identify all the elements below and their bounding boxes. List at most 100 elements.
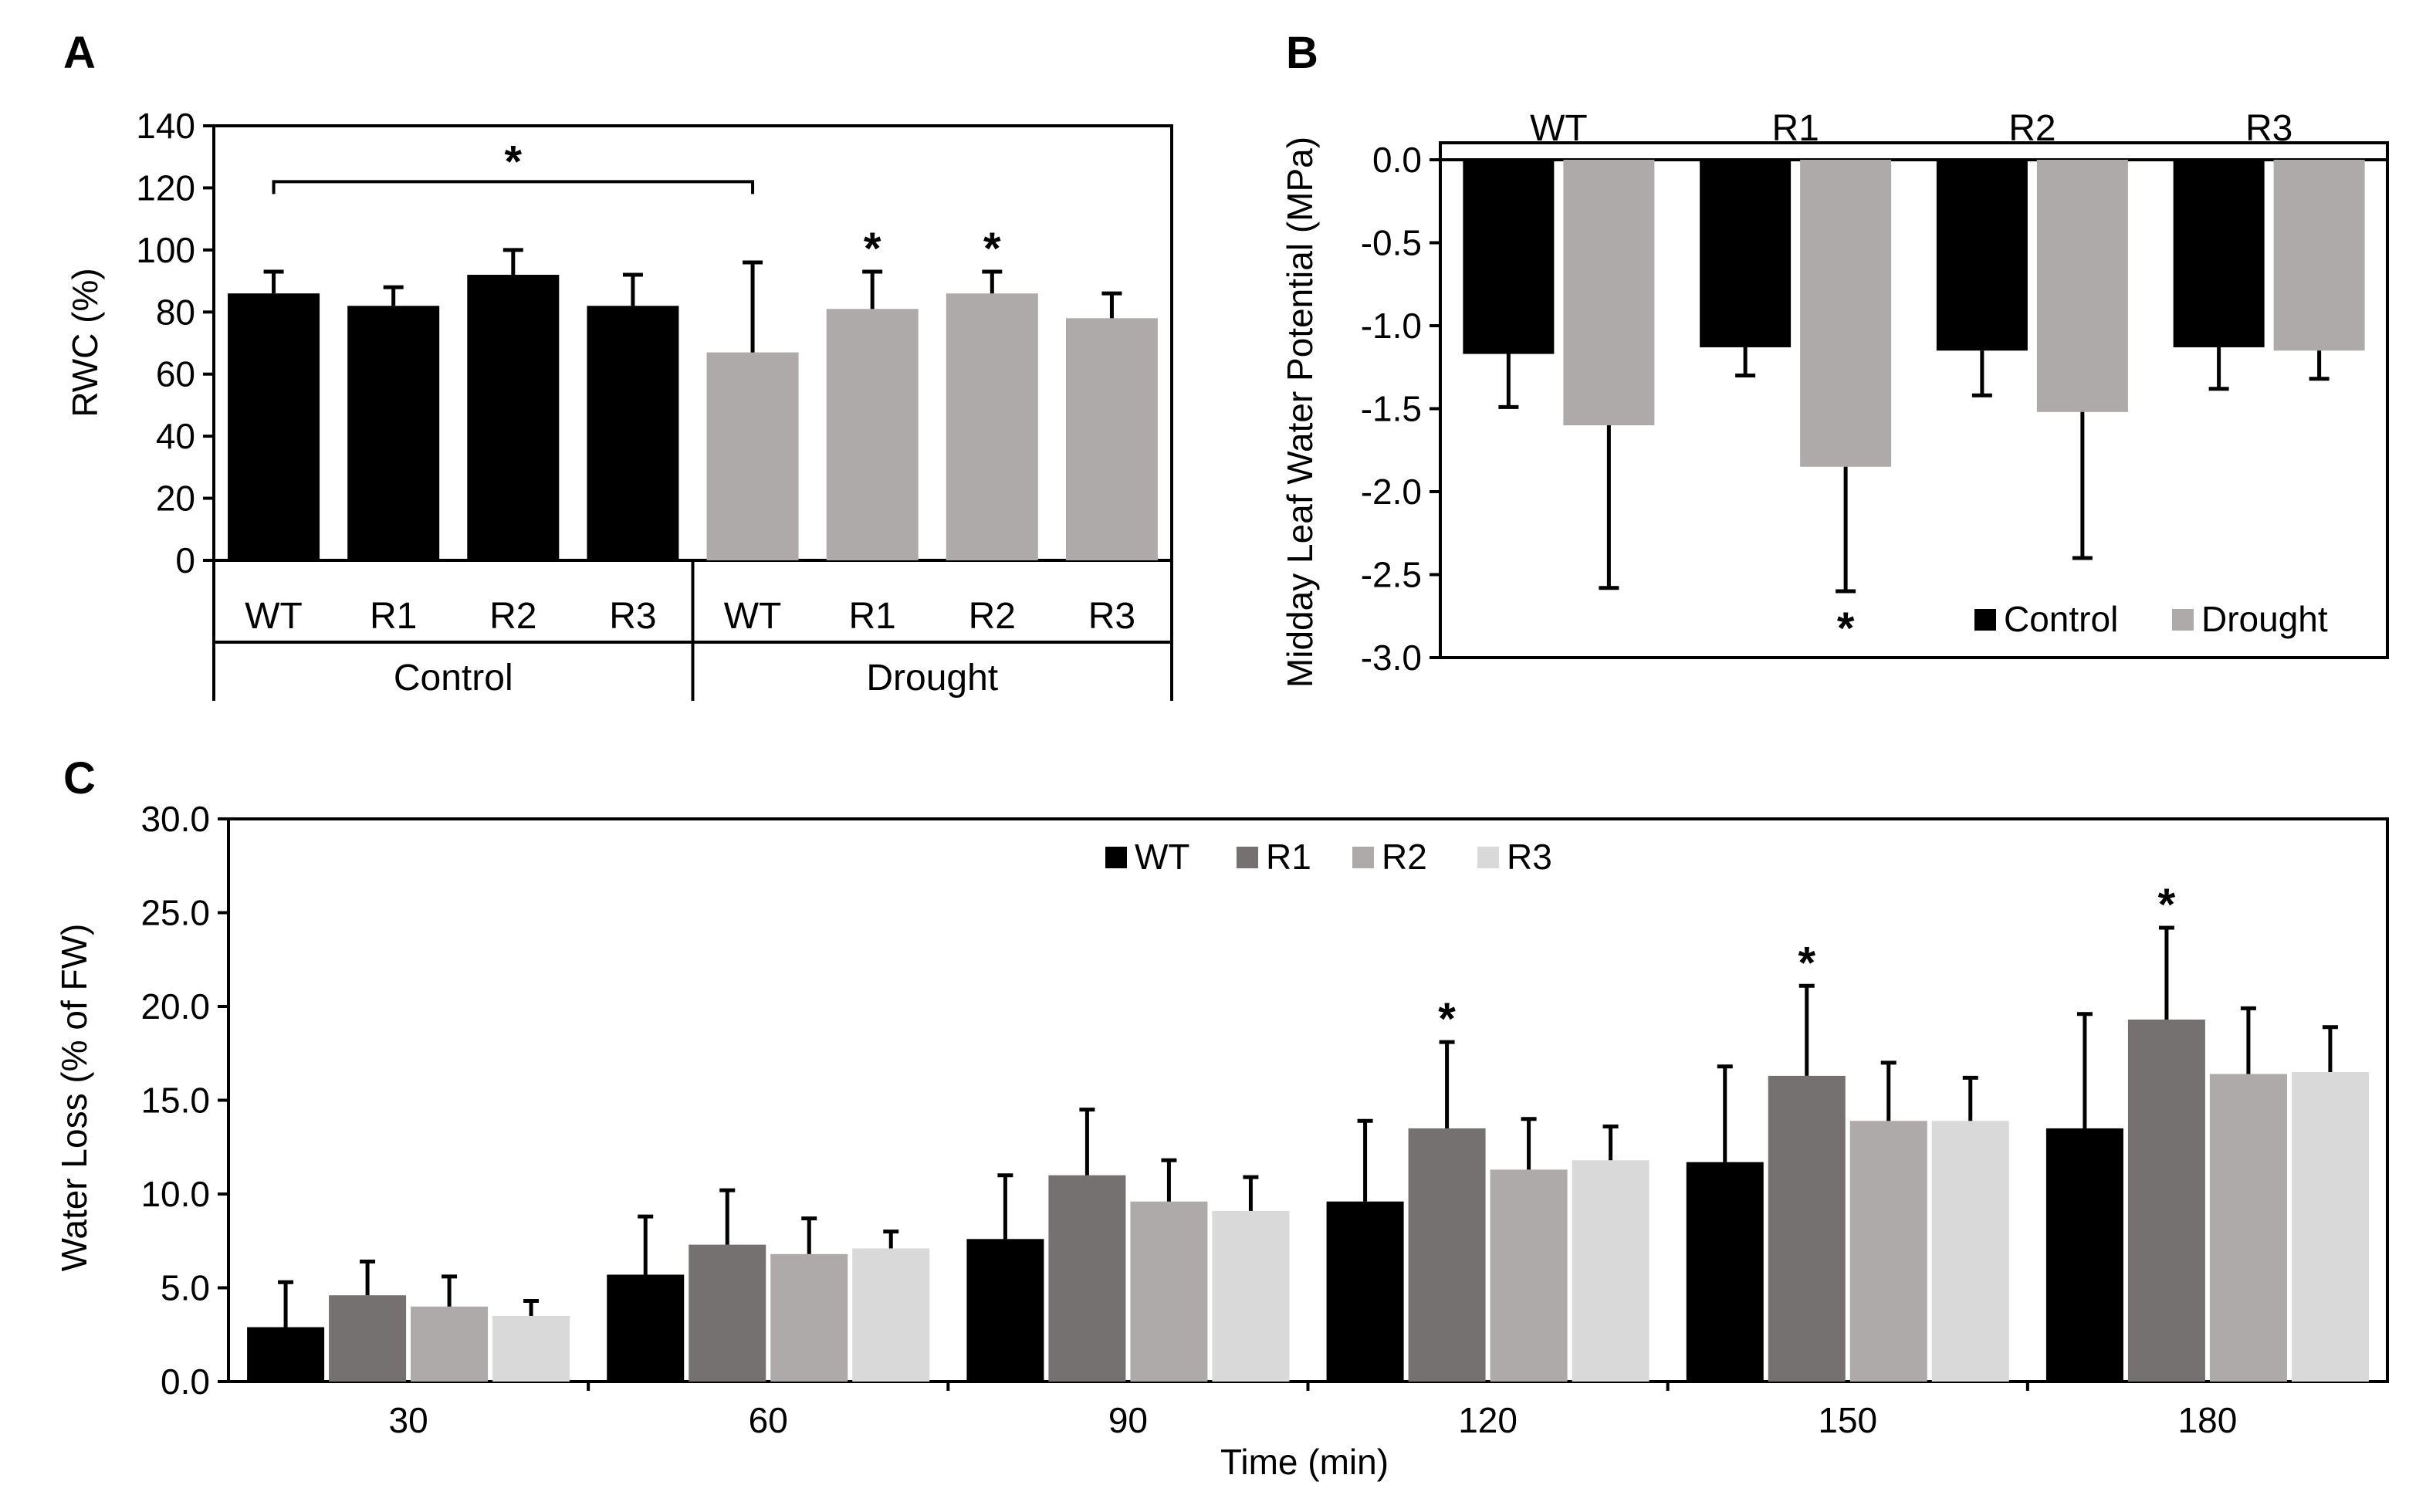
panel-b-bar	[2036, 160, 2128, 412]
panel-a-y-tick-label: 20	[156, 479, 195, 519]
panel-c-legend-label: R3	[1507, 837, 1552, 877]
panel-a-category-label: R1	[849, 596, 896, 637]
panel-c-legend-label: R2	[1382, 837, 1427, 877]
panel-c-legend-swatch	[1352, 847, 1374, 868]
panel-a-bar	[946, 293, 1038, 560]
panel-c-significance-star: *	[1798, 938, 1815, 988]
panel-c-bar	[1408, 1128, 1486, 1382]
panel-c-bar	[1212, 1210, 1290, 1382]
panel-c-x-axis-title: Time (min)	[1220, 1442, 1389, 1482]
panel-a-y-tick-label: 60	[156, 354, 195, 394]
panel-b-legend-swatch	[1974, 609, 1996, 631]
panel-b-bar	[1936, 160, 2028, 351]
panel-c-bar	[2291, 1072, 2369, 1382]
panel-b-legend-label: Drought	[2201, 599, 2328, 639]
panel-c-y-tick-label: 25.0	[140, 893, 210, 933]
panel-a-bar	[706, 352, 799, 560]
panel-c-bar	[966, 1239, 1044, 1382]
panel-a-bar	[467, 275, 560, 560]
panel-a-y-tick-label: 0	[175, 540, 195, 580]
panel-b-chart: Midday Leaf Water Potential (MPa) 0.0 -0.…	[1280, 108, 2389, 688]
panel-b-significance-star: *	[1837, 604, 1855, 654]
panel-a-bar	[228, 293, 320, 560]
panel-a-category-label: R2	[489, 596, 536, 637]
panel-c-letter: C	[63, 753, 96, 803]
panel-c-bar	[1768, 1075, 1846, 1382]
panel-c-x-tick-label: 150	[1818, 1400, 1877, 1440]
panel-a-bar	[1065, 318, 1158, 560]
panel-c-y-tick-label: 0.0	[161, 1361, 210, 1402]
panel-b-y-tick-label: -1.0	[1361, 306, 1422, 346]
panel-c-bar	[1048, 1175, 1126, 1382]
panel-c-bar	[607, 1274, 685, 1382]
panel-c-significance-star: *	[1438, 994, 1456, 1044]
panel-c-bar	[2045, 1128, 2123, 1382]
panel-a-y-tick-label: 120	[136, 167, 195, 208]
panel-b-bar	[2173, 160, 2265, 347]
panel-b-category-label: R1	[1771, 108, 1819, 149]
panel-c-bar	[1849, 1121, 1927, 1382]
panel-b-letter: B	[1286, 28, 1318, 78]
panel-c-bar	[852, 1248, 930, 1382]
panel-c-bar	[689, 1244, 766, 1382]
panel-c-x-tick-label: 180	[2178, 1400, 2238, 1440]
panel-b-legend-label: Control	[2004, 599, 2118, 639]
panel-c-legend-label: R1	[1266, 837, 1311, 877]
panel-a-significance-star: *	[864, 224, 881, 274]
panel-b-category-label: WT	[1530, 108, 1588, 149]
panel-a-significance-star: *	[983, 224, 1001, 274]
panel-b-y-tick-label: -2.0	[1361, 472, 1422, 512]
panel-b-y-tick-label: -1.5	[1361, 389, 1422, 429]
panel-c-y-tick-label: 15.0	[140, 1081, 210, 1121]
panel-a-bar	[587, 306, 679, 560]
panel-a-chart: RWC (%) 0 20 40 60 80 100 120 140 WT R1 R2 R3 WT * R1 *…	[65, 106, 1173, 701]
panel-c-bar	[411, 1306, 489, 1382]
panel-b-y-tick-label: -2.5	[1361, 555, 1422, 595]
panel-c-bar	[1931, 1121, 2009, 1382]
panel-b-y-axis-title: Midday Leaf Water Potential (MPa)	[1280, 137, 1320, 688]
panel-a-category-label: R3	[609, 596, 656, 637]
panel-b-bar	[1700, 160, 1792, 347]
panel-a-y-tick-label: 80	[156, 292, 195, 332]
panel-a-category-label: WT	[724, 596, 782, 637]
panel-a-category-label: R1	[370, 596, 417, 637]
panel-c-bar	[1490, 1169, 1568, 1382]
panel-b-y-tick-label: 0.0	[1372, 140, 1422, 180]
panel-c-x-tick-label: 90	[1108, 1400, 1148, 1440]
panel-c-y-tick-label: 10.0	[140, 1174, 210, 1214]
panel-b-bar	[1463, 160, 1555, 354]
panel-c-y-tick-label: 20.0	[140, 986, 210, 1027]
panel-c-bar	[2209, 1074, 2287, 1382]
panel-a-category-label: R3	[1088, 596, 1135, 637]
panel-c-bar	[2127, 1020, 2205, 1382]
panel-a-significance-bracket	[272, 180, 755, 194]
panel-c-bar	[329, 1295, 407, 1382]
panel-a-y-tick-label: 100	[136, 230, 195, 270]
panel-c-legend-swatch	[1237, 847, 1258, 868]
panel-c-y-axis-title: Water Loss (% of FW)	[54, 924, 94, 1272]
panel-a-bar	[826, 309, 919, 560]
panel-c-legend-swatch	[1477, 847, 1499, 868]
panel-b-category-label: R3	[2245, 108, 2292, 149]
panel-a-group-label: Control	[394, 658, 513, 698]
panel-c-x-tick-label: 60	[749, 1400, 788, 1440]
panel-a-category-label: R2	[969, 596, 1016, 637]
panel-c-y-tick-label: 5.0	[161, 1268, 210, 1308]
panel-c-bar	[1686, 1162, 1764, 1382]
panel-b-bar	[1563, 160, 1655, 425]
panel-c-x-tick-label: 120	[1458, 1400, 1518, 1440]
panel-a-y-tick-label: 140	[136, 106, 195, 146]
panel-b-bar	[1800, 160, 1892, 467]
panel-c-bar	[1130, 1201, 1208, 1382]
panel-c-y-tick-label: 30.0	[140, 799, 210, 839]
panel-b-y-tick-label: -0.5	[1361, 223, 1422, 263]
panel-b-bar	[2273, 160, 2365, 351]
panel-c-legend-label: WT	[1135, 837, 1190, 877]
panel-b-y-tick-label: -3.0	[1361, 638, 1422, 678]
panel-b-legend-swatch	[2172, 609, 2194, 631]
panel-b-plot-frame	[1439, 141, 2389, 659]
panel-c-bar	[492, 1315, 570, 1382]
panel-c-bar	[1326, 1201, 1404, 1382]
panel-a-letter: A	[63, 28, 96, 78]
